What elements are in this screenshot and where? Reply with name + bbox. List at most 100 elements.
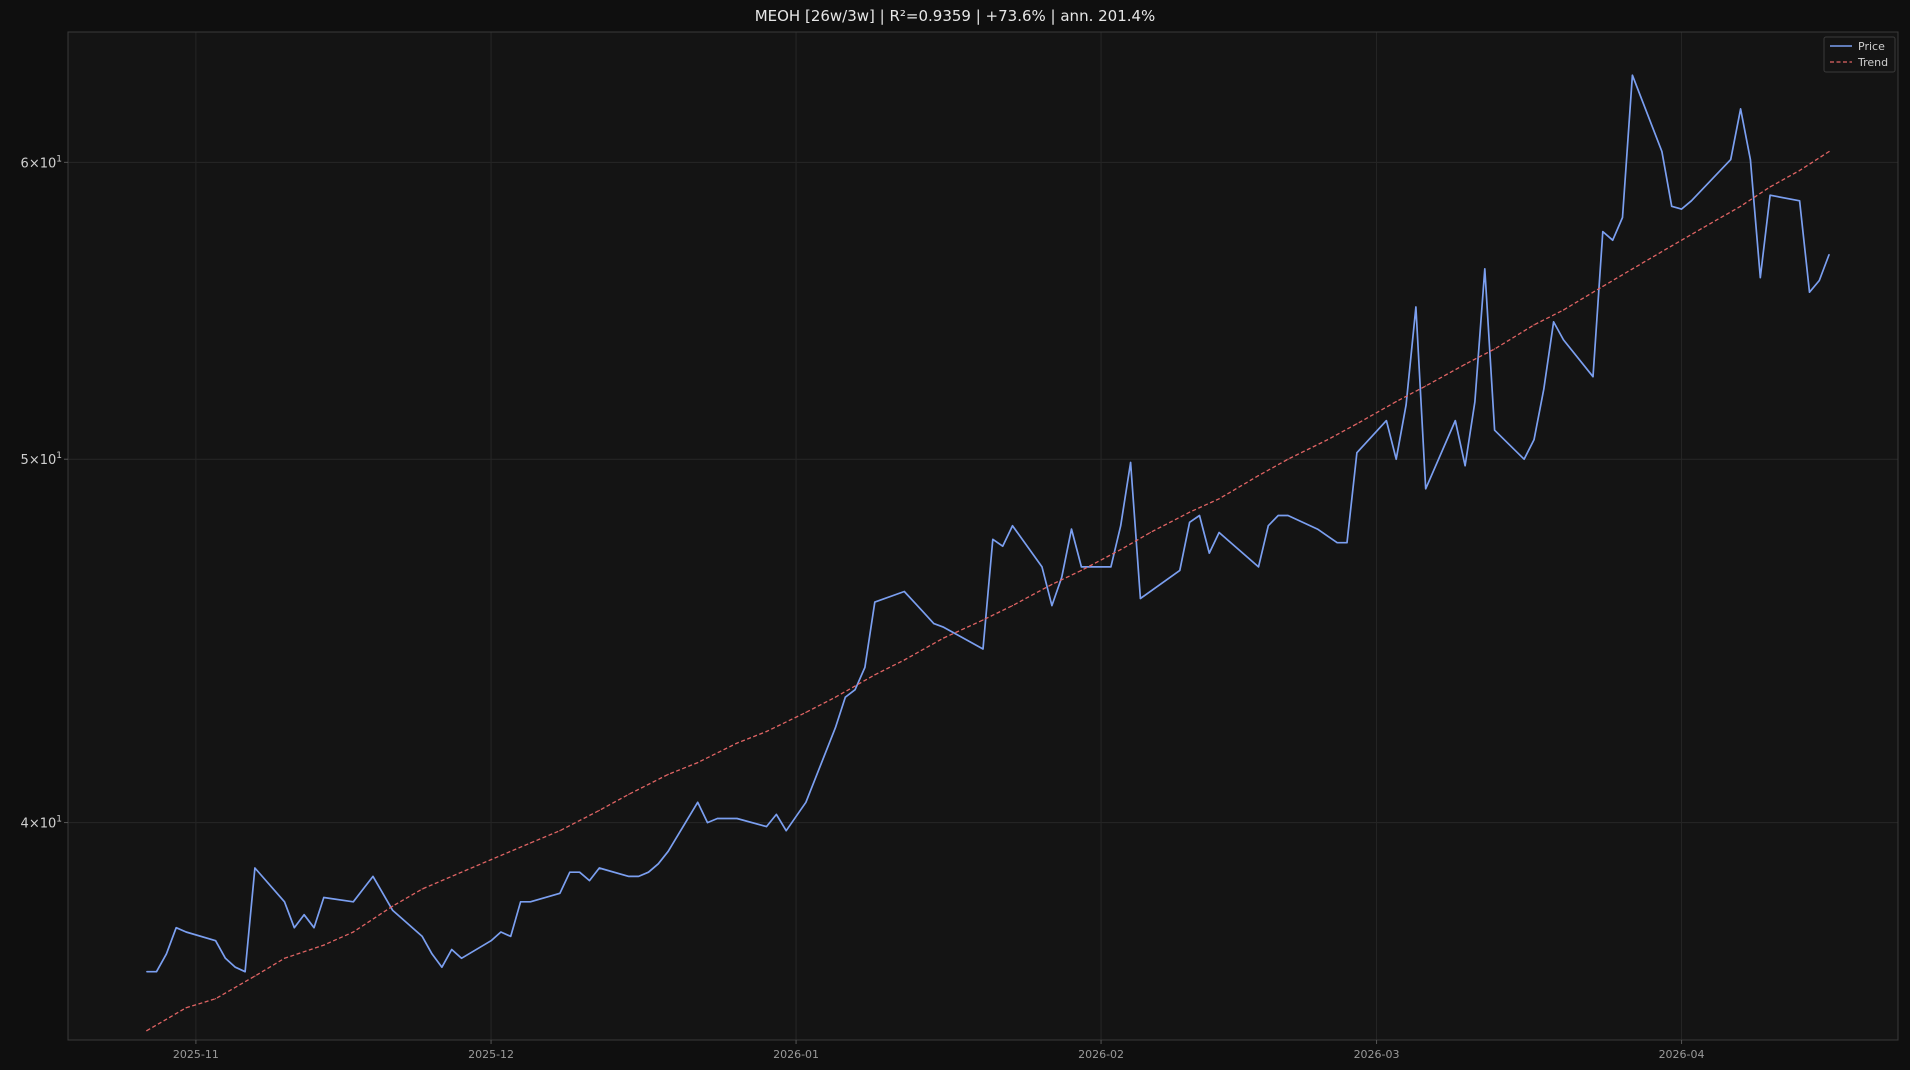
data-point-trend (736, 742, 738, 744)
data-point-price (1316, 528, 1319, 530)
data-point-trend (1464, 363, 1466, 365)
data-point-price (992, 538, 994, 540)
data-point-price (1730, 159, 1732, 161)
data-point-trend (1828, 150, 1830, 153)
data-point-price (1130, 461, 1132, 464)
data-point-price (697, 801, 699, 803)
data-point-price (362, 888, 364, 890)
data-point-trend (1051, 583, 1053, 586)
x-tick-label: 2026-01 (773, 1048, 819, 1061)
y-tick-label: 4×101 (21, 815, 62, 832)
data-point-trend (1011, 605, 1014, 607)
data-point-price (1120, 525, 1122, 527)
data-point-trend (559, 830, 561, 832)
x-tick-label: 2025-11 (173, 1048, 219, 1061)
data-point-price (352, 901, 354, 903)
data-point-trend (1287, 458, 1289, 460)
data-point-price (1326, 535, 1328, 537)
axis-layer: 2025-11 2025-12 2026-01 2026-02 2026-03 2026-… (21, 154, 1705, 1061)
data-point-trend (1671, 245, 1673, 247)
data-point-price (1257, 566, 1260, 568)
data-point-price (1336, 542, 1338, 544)
data-point-price (569, 871, 571, 873)
data-point-trend (352, 931, 354, 933)
data-point-price (1759, 277, 1761, 279)
data-point-price (1680, 208, 1683, 210)
data-point-trend (874, 674, 876, 676)
data-point-price (1346, 542, 1348, 544)
data-point-trend (598, 809, 600, 812)
data-point-trend (1700, 228, 1702, 230)
data-point-price (1474, 401, 1476, 403)
data-point-trend (667, 773, 669, 776)
data-point-trend (1356, 423, 1358, 425)
data-point-price (657, 863, 659, 865)
data-point-price (1661, 150, 1663, 153)
data-point-trend (1631, 268, 1633, 270)
x-tick-label: 2026-04 (1659, 1048, 1705, 1061)
data-point-price (1198, 514, 1201, 517)
data-point-price (529, 901, 532, 903)
data-point-price (1267, 525, 1269, 527)
chart-title: MEOH [26w/3w] | R²=0.9359 | +73.6% | ann… (755, 7, 1156, 25)
data-point-trend (1326, 439, 1328, 441)
data-point-price (490, 940, 492, 942)
data-point-trend (1425, 385, 1427, 387)
data-point-trend (1080, 569, 1082, 572)
series-layer (146, 74, 1830, 1032)
data-point-price (175, 927, 177, 929)
data-point-price (716, 817, 719, 820)
data-point-price (1818, 279, 1820, 282)
data-point-price (1189, 521, 1191, 523)
data-point-price (155, 971, 158, 973)
data-point-trend (1562, 309, 1565, 311)
grid-layer (68, 32, 1898, 1040)
data-point-price (598, 867, 600, 869)
data-point-price (1543, 388, 1545, 390)
data-point-trend (146, 1030, 148, 1032)
data-point-price (559, 892, 561, 894)
legend-label-trend: Trend (1857, 56, 1888, 69)
y-tick-label: 5×101 (21, 451, 62, 468)
data-point-trend (1602, 285, 1604, 287)
data-point-price (1011, 525, 1014, 527)
data-point-price (913, 601, 915, 603)
data-point-price (1612, 239, 1614, 241)
data-point-trend (628, 793, 630, 795)
data-point-price (579, 871, 581, 873)
data-point-trend (943, 637, 945, 639)
data-point-price (1385, 420, 1387, 422)
data-point-trend (392, 905, 394, 907)
data-point-trend (185, 1007, 187, 1009)
data-point-price (1523, 458, 1525, 460)
data-point-price (224, 957, 226, 959)
data-point-price (1395, 458, 1397, 460)
x-tick-label: 2026-03 (1354, 1048, 1400, 1061)
data-point-trend (1218, 498, 1220, 500)
data-point-trend (421, 888, 423, 890)
data-point-price (1769, 194, 1771, 196)
data-point-price (1208, 552, 1210, 554)
data-point-price (785, 830, 787, 832)
data-point-price (372, 875, 374, 878)
legend: Price Trend (1823, 36, 1896, 73)
data-point-trend (283, 957, 286, 959)
data-point-price (1070, 528, 1073, 530)
data-point-price (805, 801, 807, 803)
data-point-trend (1533, 324, 1535, 326)
data-point-trend (1740, 205, 1742, 207)
data-point-price (1287, 514, 1289, 517)
data-point-trend (1769, 186, 1771, 188)
data-point-price (1425, 488, 1427, 490)
data-point-price (1277, 514, 1279, 517)
data-point-price (982, 648, 984, 650)
data-point-trend (834, 696, 837, 698)
data-point-trend (903, 659, 905, 661)
data-point-price (1690, 200, 1692, 202)
data-point-trend (805, 711, 807, 714)
data-point-price (1080, 566, 1082, 568)
data-point-price (1464, 465, 1466, 467)
data-point-price (1454, 420, 1456, 422)
series-line-trend (146, 150, 1830, 1032)
